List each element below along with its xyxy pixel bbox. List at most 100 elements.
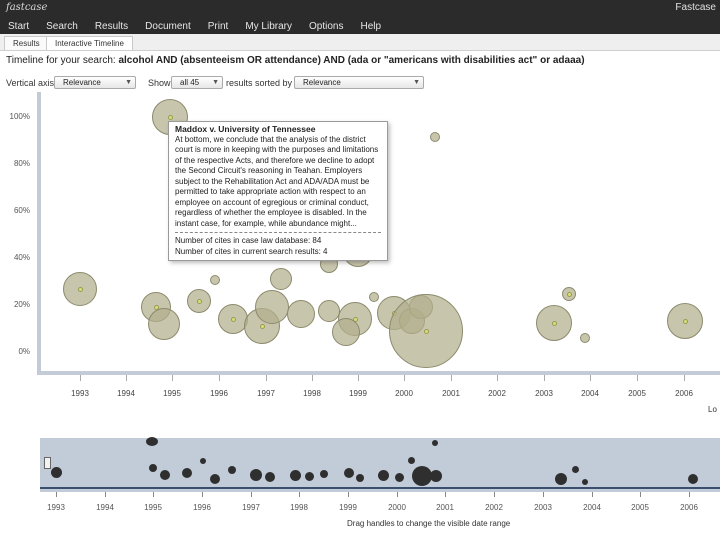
- overview-dot: [408, 457, 415, 464]
- x-tick-label: 2005: [628, 389, 646, 398]
- x-axis: [37, 371, 720, 375]
- case-bubble[interactable]: [187, 289, 211, 313]
- x-tick-label: 2003: [535, 389, 553, 398]
- overview-tick-label: 1998: [290, 503, 308, 512]
- overview-tick-mark: [105, 492, 106, 497]
- x-tick-mark: [358, 375, 359, 381]
- x-tick-mark: [497, 375, 498, 381]
- tooltip-excerpt: At bottom, we conclude that the analysis…: [175, 134, 379, 228]
- x-tick-mark: [312, 375, 313, 381]
- chevron-down-icon: ▼: [212, 79, 219, 86]
- overview-dot: [378, 470, 389, 481]
- overview-tick-mark: [592, 492, 593, 497]
- vertical-axis-select[interactable]: Relevance ▼: [54, 76, 136, 89]
- case-bubble[interactable]: [667, 303, 703, 339]
- y-tick-label: 20%: [13, 300, 30, 309]
- x-tick-mark: [80, 375, 81, 381]
- tab-interactive-timeline[interactable]: Interactive Timeline: [46, 36, 133, 50]
- case-tooltip: Maddox v. University of Tennessee At bot…: [168, 121, 388, 261]
- case-bubble[interactable]: [318, 300, 340, 322]
- x-tick-label: 2004: [581, 389, 599, 398]
- overview-dot: [395, 473, 404, 482]
- overview-tick-label: 2005: [631, 503, 649, 512]
- overview-tick-label: 1997: [242, 503, 260, 512]
- x-tick-label: 1995: [163, 389, 181, 398]
- menu-item-print[interactable]: Print: [207, 21, 229, 32]
- sort-select[interactable]: Relevance ▼: [294, 76, 424, 89]
- main-menu: Start Search Results Document Print My L…: [0, 20, 390, 34]
- y-tick-label: 0%: [18, 347, 30, 356]
- app-logo: fastcase: [6, 2, 48, 13]
- x-tick-label: 1997: [257, 389, 275, 398]
- x-tick-mark: [544, 375, 545, 381]
- overview-dot: [430, 470, 442, 482]
- overview-tick-label: 1999: [339, 503, 357, 512]
- case-bubble[interactable]: [148, 308, 180, 340]
- overview-dot: [320, 470, 328, 478]
- overview-tick-label: 2002: [485, 503, 503, 512]
- vertical-axis-value: Relevance: [63, 78, 101, 87]
- bubble-center: [259, 323, 265, 329]
- case-bubble[interactable]: [210, 275, 220, 285]
- case-bubble[interactable]: [255, 290, 289, 324]
- overview-band[interactable]: [40, 438, 720, 492]
- overview-dot: [555, 473, 567, 485]
- x-tick-label: 1996: [210, 389, 228, 398]
- bubble-center: [167, 114, 173, 120]
- case-bubble[interactable]: [287, 300, 315, 328]
- x-tick-label: 1998: [303, 389, 321, 398]
- show-label: Show: [148, 78, 171, 88]
- case-bubble[interactable]: [369, 292, 379, 302]
- bubble-center: [551, 320, 557, 326]
- menu-item-my-library[interactable]: My Library: [245, 21, 292, 32]
- x-tick-label: 1993: [71, 389, 89, 398]
- menu-item-options[interactable]: Options: [309, 21, 344, 32]
- overview-dot: [582, 479, 588, 485]
- overview-tick-label: 2006: [680, 503, 698, 512]
- range-handle-left[interactable]: [44, 457, 51, 469]
- menu-item-search[interactable]: Search: [46, 21, 78, 32]
- sorted-by-label: results sorted by: [226, 78, 293, 88]
- menu-item-help[interactable]: Help: [360, 21, 382, 32]
- overview-dot: [432, 440, 438, 446]
- overview-tick-label: 1994: [96, 503, 114, 512]
- overview-dot: [146, 437, 158, 446]
- overview-dot: [51, 467, 62, 478]
- overview-dot: [305, 472, 314, 481]
- case-bubble[interactable]: [270, 268, 292, 290]
- overview-tick-label: 1993: [47, 503, 65, 512]
- case-bubble[interactable]: [580, 333, 590, 343]
- overview-tick-mark: [397, 492, 398, 497]
- case-bubble[interactable]: [430, 132, 440, 142]
- tooltip-title: Maddox v. University of Tennessee: [175, 124, 316, 134]
- overview-tick-mark: [299, 492, 300, 497]
- x-tick-mark: [172, 375, 173, 381]
- chevron-down-icon: ▼: [413, 79, 420, 86]
- tab-results[interactable]: Results: [4, 36, 49, 50]
- overview-dot: [344, 468, 354, 478]
- menu-item-document[interactable]: Document: [145, 21, 191, 32]
- search-query: Timeline for your search: alcohol AND (a…: [6, 55, 585, 66]
- overview-baseline: [40, 487, 720, 489]
- query-prefix: Timeline for your search:: [6, 55, 116, 66]
- overview-dot-large: [412, 466, 432, 486]
- show-select[interactable]: all 45 ▼: [171, 76, 223, 89]
- bubble-center: [423, 328, 429, 334]
- top-right-label[interactable]: Fastcase: [675, 2, 716, 13]
- overview-dot: [200, 458, 206, 464]
- overview-tick-label: 2003: [534, 503, 552, 512]
- overview-dot: [290, 470, 301, 481]
- case-bubble[interactable]: [332, 318, 360, 346]
- case-bubble[interactable]: [562, 287, 576, 301]
- top-bar: fastcase Start Search Results Document P…: [0, 0, 720, 34]
- case-bubble[interactable]: [218, 304, 248, 334]
- case-bubble-large[interactable]: [389, 294, 463, 368]
- overview-tick-label: 2004: [583, 503, 601, 512]
- case-bubble[interactable]: [536, 305, 572, 341]
- overview-tick-label: 2000: [388, 503, 406, 512]
- menu-item-results[interactable]: Results: [94, 21, 129, 32]
- chevron-down-icon: ▼: [125, 79, 132, 86]
- overview-tick-label: 1995: [144, 503, 162, 512]
- case-bubble[interactable]: [63, 272, 97, 306]
- menu-item-start[interactable]: Start: [8, 21, 30, 32]
